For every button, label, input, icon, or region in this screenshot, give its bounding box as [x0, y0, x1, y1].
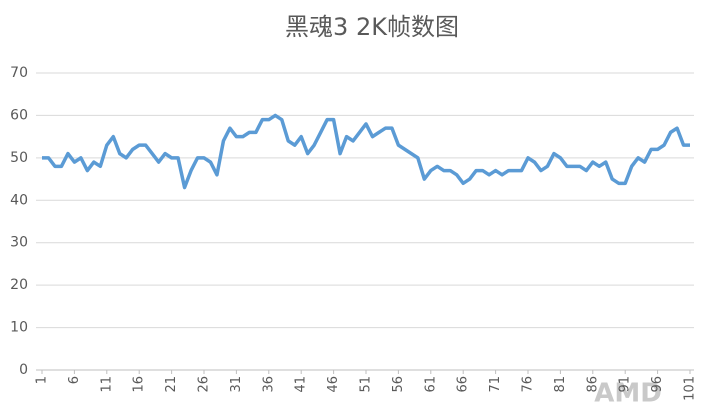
y-tick-label: 30 [10, 235, 28, 251]
x-tick-label: 96 [650, 376, 665, 393]
x-tick-label: 66 [456, 376, 471, 393]
x-tick-label: 1 [35, 376, 50, 384]
data-line [42, 113, 690, 190]
watermark: AMD [594, 379, 662, 409]
x-tick-label: 11 [99, 376, 114, 393]
x-tick-label: 91 [618, 376, 633, 393]
x-tick-label: 31 [229, 376, 244, 393]
x-tick-label: 46 [326, 376, 341, 393]
y-tick-label: 60 [10, 107, 28, 123]
y-tick-label: 20 [10, 277, 28, 293]
x-tick-label: 71 [488, 376, 503, 393]
x-tick-label: 81 [553, 376, 568, 393]
x-tick-label: 86 [585, 376, 600, 393]
x-tick-label: 101 [683, 376, 698, 401]
x-tick-label: 56 [391, 376, 406, 393]
y-tick-label: 0 [19, 362, 28, 378]
y-tick-label: 40 [10, 192, 28, 208]
x-tick-label: 6 [67, 376, 82, 384]
x-tick-label: 76 [521, 376, 536, 393]
x-tick-label: 26 [197, 376, 212, 393]
x-tick-label: 51 [359, 376, 374, 393]
x-tick-label: 41 [294, 376, 309, 393]
x-tick-label: 61 [423, 376, 438, 393]
x-tick-label: 16 [132, 376, 147, 393]
x-tick-label: 36 [261, 376, 276, 393]
chart-title: 黑魂3 2K帧数图 [285, 13, 459, 41]
x-tick-label: 21 [164, 376, 179, 393]
y-tick-label: 10 [10, 320, 28, 336]
y-tick-label: 70 [10, 65, 28, 81]
y-tick-label: 50 [10, 150, 28, 166]
